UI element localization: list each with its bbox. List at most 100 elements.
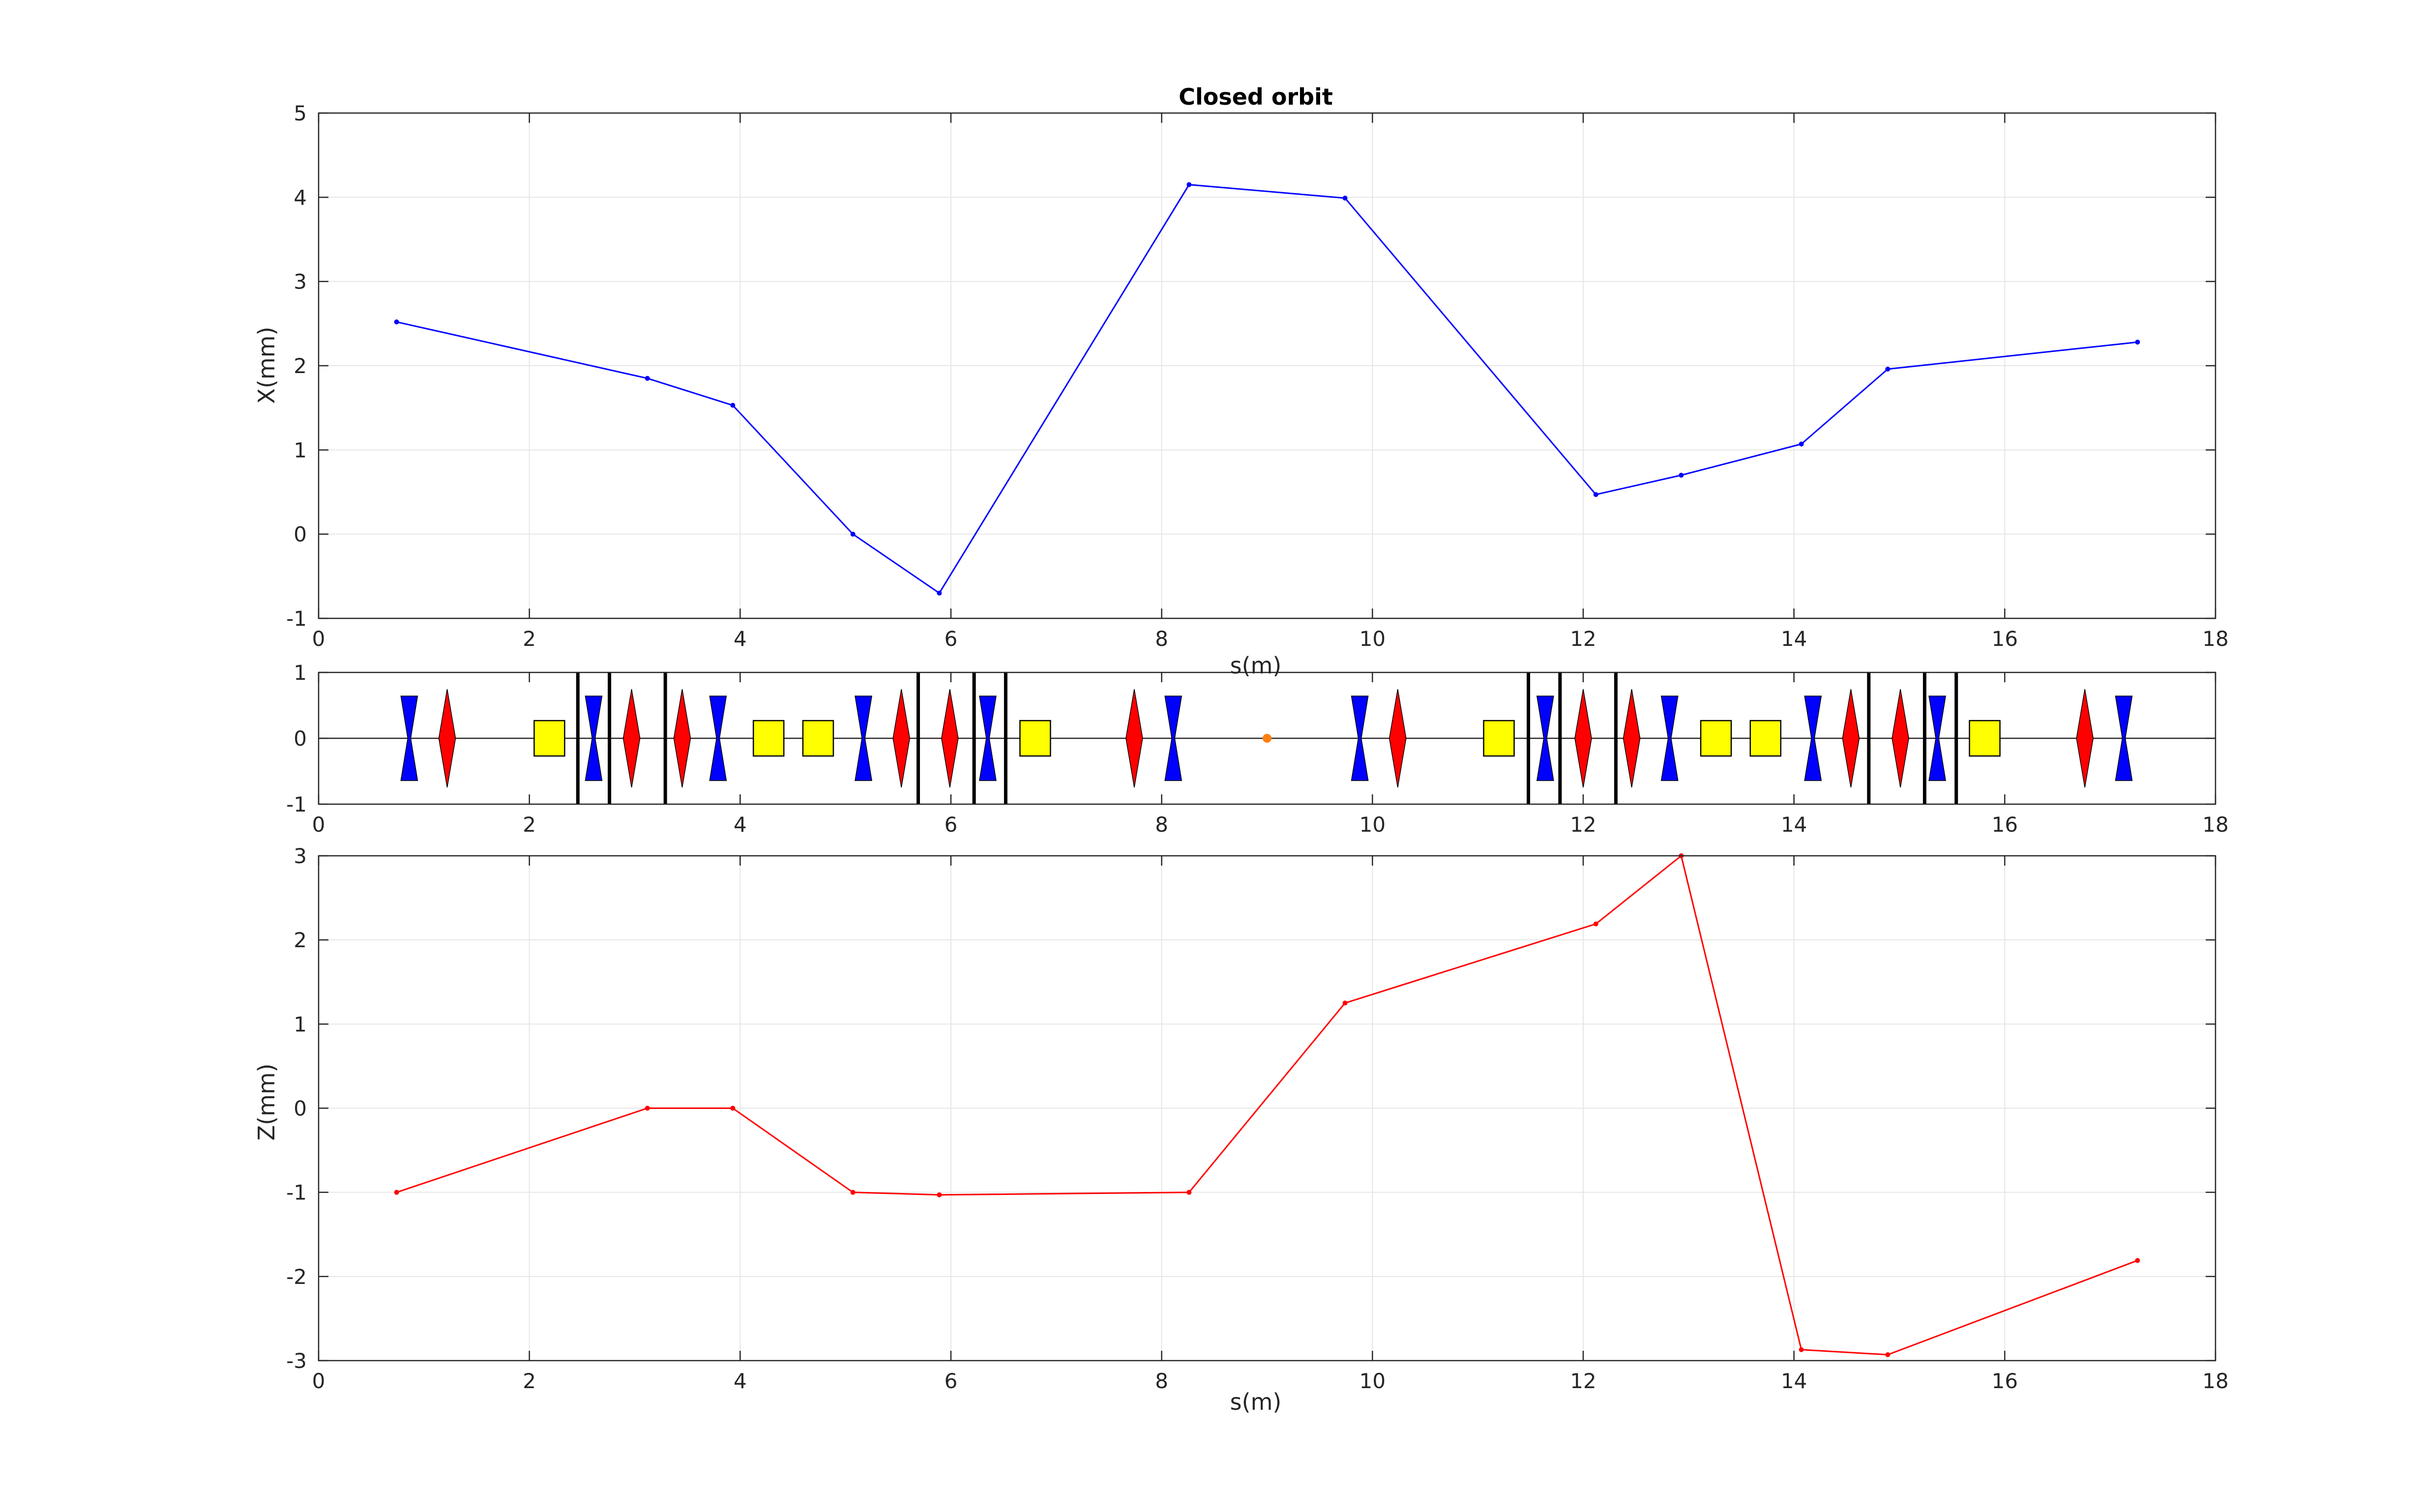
x-tick-label: 0	[312, 627, 325, 651]
x-orbit-point	[1186, 182, 1192, 187]
dipole-magnet	[1749, 720, 1782, 757]
dipole-magnet	[533, 720, 565, 757]
lattice-elements	[319, 672, 2215, 804]
dipole-magnet	[1700, 720, 1732, 757]
z-orbit-point	[1593, 921, 1598, 927]
dipole-magnet	[802, 720, 834, 757]
defocusing-quadrupole	[1351, 696, 1369, 781]
x-orbit-point	[730, 403, 736, 408]
focusing-quadrupole	[1891, 689, 1909, 788]
y-tick-label: 0	[294, 1097, 307, 1121]
z-orbit-point	[394, 1190, 399, 1195]
focusing-quadrupole	[622, 689, 641, 788]
y-tick-label: 3	[294, 844, 307, 868]
x-orbit-xlabel: s(m)	[1230, 652, 1282, 679]
z-orbit-point	[1885, 1352, 1890, 1358]
x-tick-label: 12	[1570, 1369, 1596, 1393]
y-tick-label: 3	[294, 270, 307, 294]
defocusing-quadrupole	[979, 696, 997, 781]
focusing-quadrupole	[1842, 689, 1860, 788]
chart-title: Closed orbit	[1179, 84, 1333, 110]
focusing-quadrupole	[1574, 689, 1592, 788]
x-orbit-line	[396, 184, 2138, 594]
x-orbit-point	[850, 531, 856, 537]
x-tick-label: 14	[1781, 1369, 1807, 1393]
x-orbit-point	[1342, 196, 1348, 201]
x-tick-label: 8	[1155, 1369, 1168, 1393]
focusing-quadrupole	[1623, 689, 1641, 788]
y-tick-label: -1	[286, 792, 307, 816]
x-tick-label: 8	[1155, 627, 1168, 651]
x-tick-label: 2	[523, 813, 536, 837]
x-tick-label: 16	[1992, 627, 2018, 651]
x-tick-label: 12	[1570, 627, 1596, 651]
z-orbit-line	[396, 854, 2138, 1356]
y-tick-label: 4	[294, 185, 307, 209]
x-orbit-point	[1679, 472, 1684, 478]
focusing-quadrupole	[2076, 689, 2094, 788]
x-tick-label: 0	[312, 813, 325, 837]
dipole-magnet	[752, 720, 785, 757]
y-tick-label: 0	[294, 523, 307, 547]
defocusing-quadrupole	[709, 696, 727, 781]
z-orbit-point	[850, 1190, 856, 1195]
z-orbit-point	[730, 1105, 736, 1111]
x-orbit-point	[2135, 340, 2140, 345]
defocusing-quadrupole	[1164, 696, 1182, 781]
x-tick-label: 18	[2202, 627, 2228, 651]
x-tick-label: 10	[1359, 1369, 1386, 1393]
y-tick-label: 1	[294, 1012, 307, 1036]
x-orbit-series	[394, 182, 2140, 596]
x-orbit-point	[645, 376, 650, 381]
x-tick-label: 14	[1781, 627, 1807, 651]
focusing-quadrupole	[1389, 689, 1407, 788]
x-tick-label: 8	[1155, 813, 1168, 837]
x-orbit-point	[937, 590, 942, 596]
defocusing-quadrupole	[1536, 696, 1554, 781]
defocusing-quadrupole	[2115, 696, 2133, 781]
x-tick-label: 16	[1992, 1369, 2018, 1393]
x-tick-label: 2	[523, 627, 536, 651]
focusing-quadrupole	[941, 689, 959, 788]
x-tick-label: 14	[1781, 813, 1807, 837]
focusing-quadrupole	[673, 689, 691, 788]
defocusing-quadrupole	[1804, 696, 1822, 781]
x-tick-label: 2	[523, 1369, 536, 1393]
z-orbit-point	[1342, 1000, 1348, 1006]
z-orbit-point	[2135, 1258, 2140, 1263]
defocusing-quadrupole	[400, 696, 418, 781]
focusing-quadrupole	[438, 689, 456, 788]
z-orbit-xlabel: s(m)	[1230, 1389, 1282, 1415]
focusing-quadrupole	[1125, 689, 1143, 788]
z-orbit-point	[1799, 1347, 1804, 1352]
y-tick-label: 1	[294, 661, 307, 685]
y-tick-label: 2	[294, 354, 307, 378]
z-orbit-series	[394, 853, 2140, 1358]
x-orbit-point	[394, 319, 399, 324]
x-orbit-point	[1885, 366, 1890, 372]
defocusing-quadrupole	[585, 696, 603, 781]
z-orbit-point	[645, 1105, 650, 1111]
focusing-quadrupole	[892, 689, 911, 788]
x-tick-label: 4	[734, 813, 747, 837]
x-tick-label: 0	[312, 1369, 325, 1393]
z-orbit-ylabel: Z(mm)	[253, 1063, 280, 1140]
lattice-panel: 0 2 4 6 8 10 12 14 16 18-101	[286, 661, 2229, 837]
dipole-magnet	[1483, 720, 1515, 757]
dipole-magnet	[1969, 720, 2001, 757]
y-tick-label: -1	[286, 1181, 307, 1205]
defocusing-quadrupole	[1660, 696, 1679, 781]
x-orbit-point	[1799, 441, 1804, 447]
x-tick-label: 6	[945, 813, 958, 837]
lattice-ticks: 0 2 4 6 8 10 12 14 16 18-101	[286, 661, 2229, 837]
x-tick-label: 10	[1359, 627, 1386, 651]
x-tick-label: 18	[2202, 1369, 2228, 1393]
x-orbit-point	[1593, 492, 1598, 497]
x-tick-label: 18	[2202, 813, 2228, 837]
x-tick-label: 16	[1992, 813, 2018, 837]
